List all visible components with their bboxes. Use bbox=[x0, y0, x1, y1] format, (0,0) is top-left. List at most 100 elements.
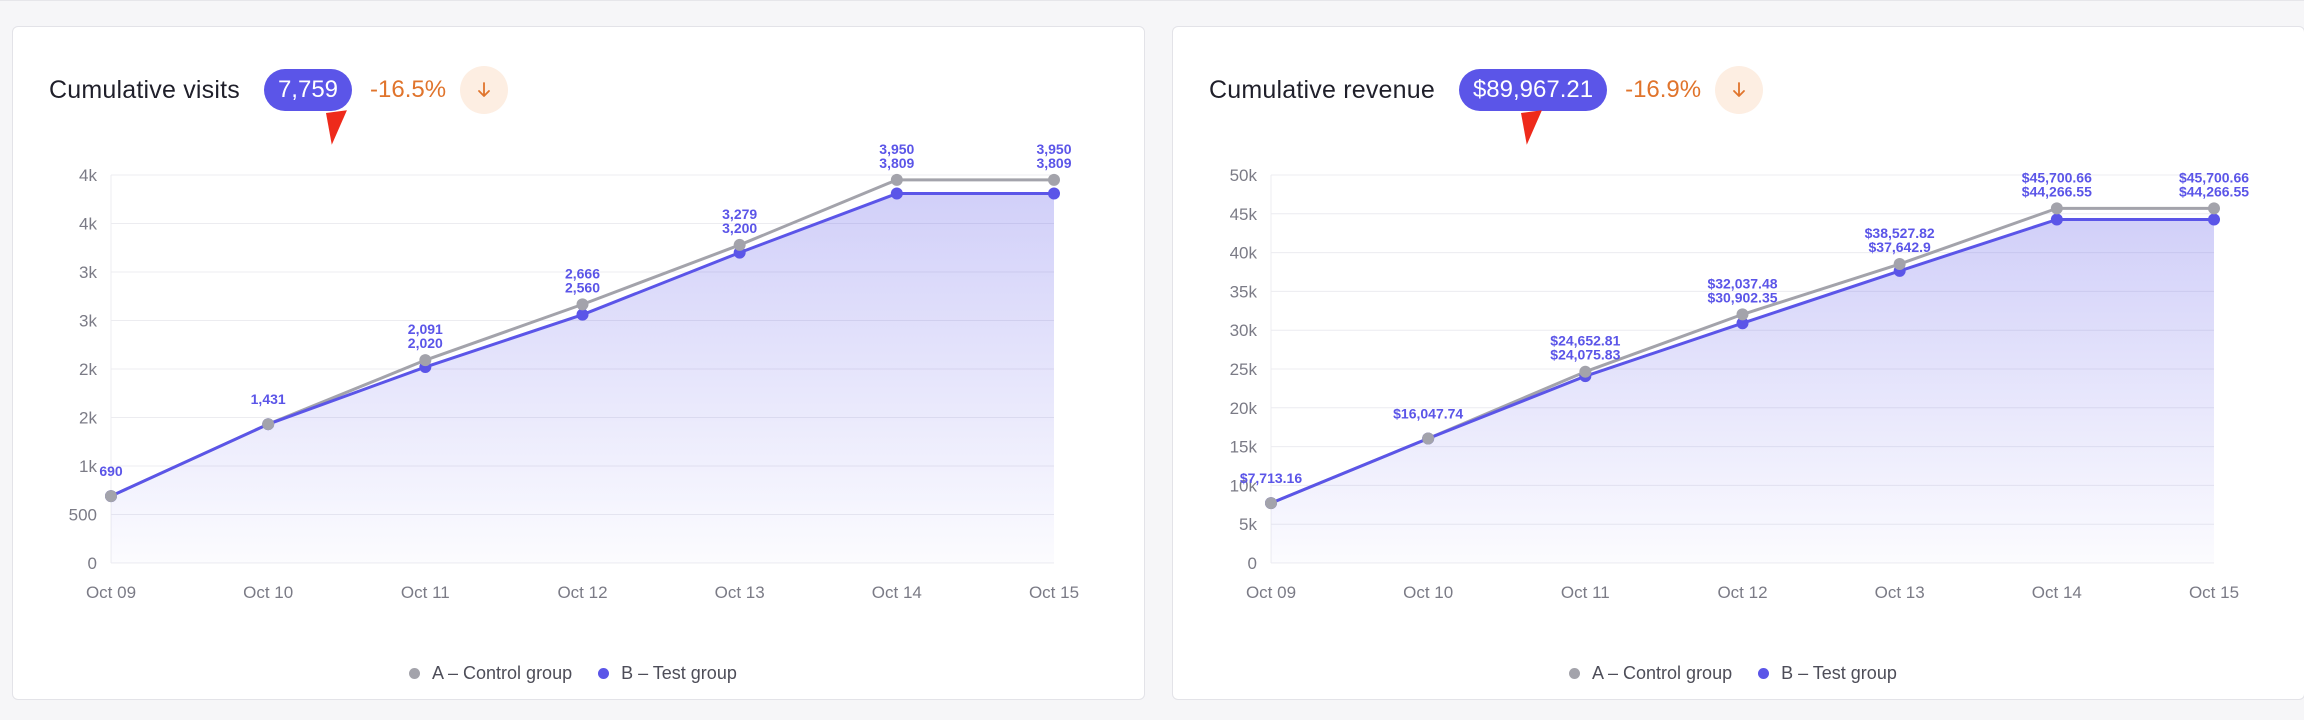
card-header: Cumulative visits 7,759 -16.5% bbox=[49, 66, 509, 147]
x-tick-label: Oct 13 bbox=[1875, 583, 1925, 602]
control-data-point bbox=[1579, 365, 1592, 378]
test-data-label: 3,809 bbox=[1036, 155, 1071, 171]
test-data-point bbox=[2208, 213, 2220, 226]
control-data-point bbox=[1048, 173, 1060, 186]
y-tick-label: 40k bbox=[1230, 244, 1258, 263]
control-data-point bbox=[2050, 202, 2063, 215]
y-tick-label: 30k bbox=[1230, 321, 1258, 340]
test-data-label: $44,266.55 bbox=[2179, 183, 2249, 199]
x-tick-label: Oct 14 bbox=[2032, 583, 2082, 602]
chart-legend: A – Control group B – Test group bbox=[409, 663, 763, 684]
control-data-label: 3,950 bbox=[1036, 141, 1071, 157]
y-tick-label: 35k bbox=[1230, 282, 1258, 301]
legend-label: B – Test group bbox=[621, 663, 737, 683]
x-tick-label: Oct 09 bbox=[1246, 583, 1296, 602]
test-data-point bbox=[1736, 317, 1749, 330]
test-data-point bbox=[576, 308, 589, 321]
legend-item-control[interactable]: A – Control group bbox=[409, 663, 572, 684]
total-badge: $89,967.21 bbox=[1458, 69, 1608, 147]
test-data-label: $16,047.74 bbox=[1393, 405, 1463, 421]
test-data-point bbox=[2050, 213, 2063, 226]
control-data-point bbox=[105, 490, 117, 503]
control-data-point bbox=[1893, 258, 1906, 271]
control-data-point bbox=[1422, 432, 1435, 445]
y-tick-label: 45k bbox=[1230, 205, 1258, 224]
arrow-down-icon bbox=[1715, 66, 1764, 114]
card-header: Cumulative revenue $89,967.21 -16.9% bbox=[1209, 66, 1764, 147]
test-data-label: $44,266.55 bbox=[2022, 183, 2092, 199]
control-data-point bbox=[733, 238, 746, 251]
legend-item-control[interactable]: A – Control group bbox=[1569, 663, 1732, 684]
test-data-label: 3,809 bbox=[879, 155, 914, 171]
x-tick-label: Oct 09 bbox=[86, 583, 136, 602]
test-area-fill bbox=[1271, 219, 2214, 563]
control-data-point bbox=[262, 418, 275, 431]
test-data-label: 2,560 bbox=[565, 279, 600, 295]
control-data-point bbox=[1265, 497, 1277, 510]
x-tick-label: Oct 12 bbox=[1717, 583, 1767, 602]
y-tick-label: 3k bbox=[79, 312, 97, 331]
revenue-chart: 0 5k 10k 15k 20k 25k 30k 35k 40k 45k 50k Oct 09 Oct … bbox=[1230, 166, 2250, 602]
y-tick-label: 2k bbox=[79, 409, 97, 428]
y-tick-label: 0 bbox=[1248, 554, 1257, 573]
control-data-label: 2,091 bbox=[408, 321, 443, 337]
card-title: Cumulative revenue bbox=[1209, 75, 1435, 104]
x-tick-label: Oct 15 bbox=[1029, 583, 1079, 602]
total-badge: 7,759 bbox=[263, 69, 353, 147]
control-data-label: $38,527.82 bbox=[1865, 225, 1935, 241]
page-top-border bbox=[0, 0, 2304, 1]
legend-label: A – Control group bbox=[1592, 663, 1733, 683]
y-tick-label: 3k bbox=[79, 263, 97, 282]
control-data-point bbox=[576, 298, 589, 311]
test-data-label: 1,431 bbox=[251, 391, 286, 407]
control-data-label: 2,666 bbox=[565, 265, 600, 281]
legend-item-test[interactable]: B – Test group bbox=[598, 663, 737, 684]
legend-dot-icon bbox=[1758, 668, 1770, 679]
y-tick-label: 10k bbox=[1230, 476, 1258, 495]
legend-label: B – Test group bbox=[1781, 663, 1897, 683]
x-tick-label: Oct 10 bbox=[1403, 583, 1453, 602]
x-tick-label: Oct 11 bbox=[1561, 583, 1610, 602]
control-data-label: 3,950 bbox=[879, 141, 914, 157]
control-data-label: $32,037.48 bbox=[1707, 275, 1777, 291]
y-tick-label: 1k bbox=[79, 457, 97, 476]
control-data-label: 3,279 bbox=[722, 206, 757, 222]
x-tick-label: Oct 12 bbox=[557, 583, 607, 602]
test-data-label: $30,902.35 bbox=[1707, 289, 1777, 305]
test-data-label: $37,642.9 bbox=[1869, 239, 1931, 255]
test-data-point bbox=[1048, 187, 1060, 200]
control-data-point bbox=[890, 173, 903, 186]
total-value: $89,967.21 bbox=[1472, 76, 1594, 103]
test-data-label: 2,020 bbox=[408, 335, 443, 351]
y-tick-label: 4k bbox=[79, 215, 97, 234]
y-tick-label: 2k bbox=[79, 360, 97, 379]
change-percent: -16.9% bbox=[1625, 76, 1702, 103]
test-data-label: $7,713.16 bbox=[1240, 470, 1302, 486]
y-tick-label: 15k bbox=[1230, 438, 1258, 457]
x-tick-label: Oct 13 bbox=[715, 583, 765, 602]
x-tick-label: Oct 10 bbox=[243, 583, 293, 602]
control-data-label: $24,652.81 bbox=[1550, 333, 1620, 349]
test-data-label: $24,075.83 bbox=[1550, 347, 1620, 363]
x-tick-label: Oct 15 bbox=[2189, 583, 2239, 602]
legend-item-test[interactable]: B – Test group bbox=[1758, 663, 1897, 684]
control-data-point bbox=[2208, 202, 2220, 215]
test-data-point bbox=[890, 187, 903, 200]
y-tick-label: 500 bbox=[69, 506, 97, 525]
control-data-label: $45,700.66 bbox=[2022, 169, 2092, 185]
y-tick-label: 25k bbox=[1230, 360, 1258, 379]
revenue-card: Cumulative revenue $89,967.21 -16.9% 0 5k… bbox=[1172, 26, 2304, 700]
control-data-label: $45,700.66 bbox=[2179, 169, 2249, 185]
legend-dot-icon bbox=[598, 668, 610, 679]
test-data-label: 690 bbox=[99, 463, 123, 479]
change-percent: -16.5% bbox=[370, 76, 447, 103]
control-data-point bbox=[1736, 308, 1749, 321]
legend-dot-icon bbox=[409, 668, 420, 679]
card-title: Cumulative visits bbox=[49, 75, 240, 104]
arrow-down-icon bbox=[460, 66, 509, 114]
test-area-fill bbox=[111, 193, 1054, 564]
y-tick-label: 0 bbox=[88, 554, 97, 573]
visits-card: Cumulative visits 7,759 -16.5% 0 500 1k 2k 2… bbox=[12, 26, 1145, 700]
total-value: 7,759 bbox=[277, 76, 339, 103]
chart-legend: A – Control group B – Test group bbox=[1569, 663, 1923, 684]
